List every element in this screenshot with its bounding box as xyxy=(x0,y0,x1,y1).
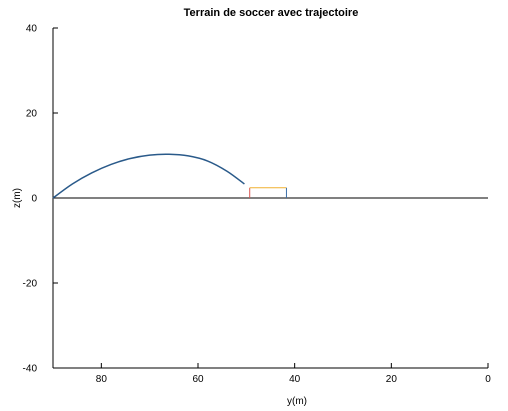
trajectory-line xyxy=(52,153,245,199)
chart-title: Terrain de soccer avec trajectoire xyxy=(184,7,359,19)
axes: 80 60 40 20 0 40 20 0 -20 -40 xyxy=(23,24,492,386)
x-axis-label: y(m) xyxy=(287,396,307,407)
y-tick-label: 0 xyxy=(31,194,37,205)
series-group xyxy=(52,153,245,199)
y-tick-label: -40 xyxy=(23,364,38,375)
x-tick-label: 0 xyxy=(485,374,491,385)
y-axis-label: z(m) xyxy=(12,188,23,208)
goal-frame xyxy=(249,187,287,198)
y-tick-label: 40 xyxy=(26,24,38,35)
x-tick-label: 40 xyxy=(289,374,301,385)
x-tick-label: 60 xyxy=(192,374,204,385)
y-tick-label: 20 xyxy=(26,109,38,120)
x-tick-label: 20 xyxy=(386,374,398,385)
x-tick-label: 80 xyxy=(96,374,108,385)
y-tick-label: -20 xyxy=(23,279,38,290)
